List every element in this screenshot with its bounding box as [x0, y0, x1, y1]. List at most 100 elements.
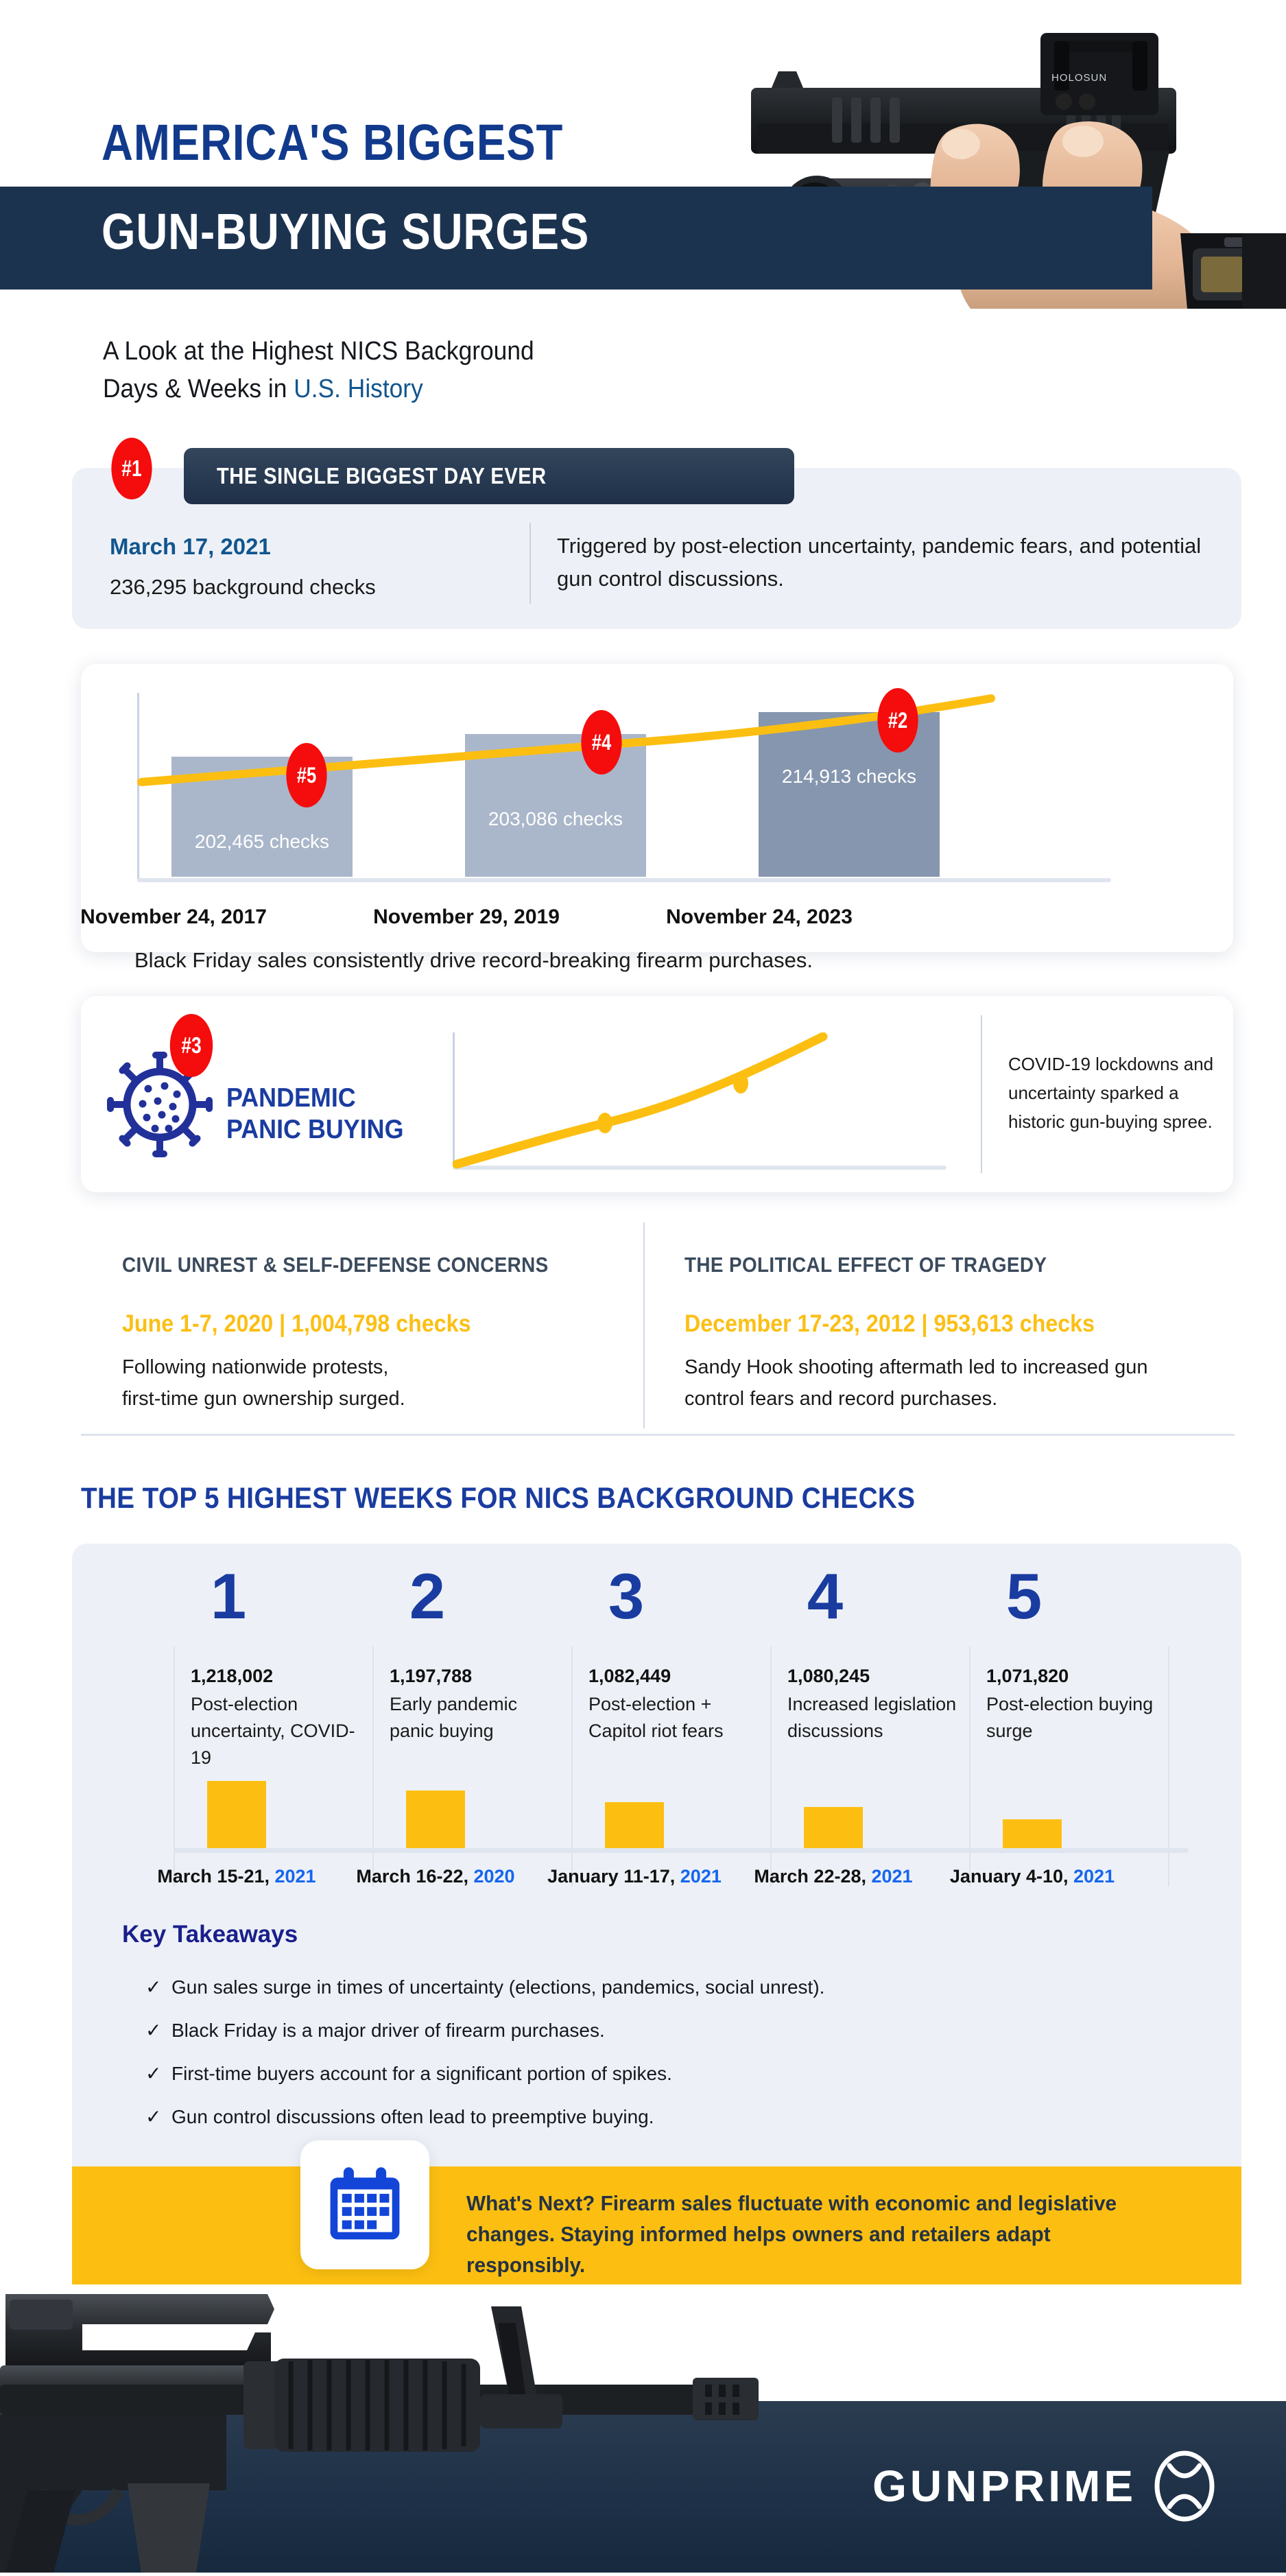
top5-date-4: March 22-28, 2021 — [754, 1866, 913, 1887]
civil-unrest-description: Following nationwide protests, first-tim… — [122, 1356, 405, 1410]
pandemic-y-axis — [453, 1032, 455, 1167]
page-title-line2: GUN-BUYING SURGES — [102, 203, 590, 260]
calendar-icon — [330, 2167, 400, 2240]
top5-desc-4: Increased legislation discussions — [787, 1694, 957, 1742]
gunprime-crosshair-icon — [1154, 2450, 1215, 2522]
key-takeaway-item: ✓ First-time buyers account for a signifi… — [145, 2063, 672, 2084]
top5-rank-3: 3 — [608, 1560, 645, 1632]
check-icon: ✓ — [145, 2063, 162, 2084]
top5-rank-1: 1 — [210, 1560, 247, 1632]
black-friday-note: Black Friday sales consistently drive re… — [134, 948, 813, 972]
gunprime-logo[interactable]: GUNPRIME — [872, 2449, 1217, 2523]
pandemic-divider — [981, 1015, 982, 1173]
political-tragedy-stat: December 17-23, 2012 | 953,613 checks — [684, 1310, 1095, 1337]
top5-title: THE TOP 5 HIGHEST WEEKS FOR NICS BACKGRO… — [81, 1482, 916, 1515]
bf-xlabel-2023: November 24, 2023 — [666, 906, 853, 928]
chart-y-axis — [137, 693, 139, 879]
check-icon: ✓ — [145, 2106, 162, 2127]
single-day-heading: THE SINGLE BIGGEST DAY EVER — [217, 463, 547, 488]
single-day-header-bar: THE SINGLE BIGGEST DAY EVER — [184, 448, 794, 504]
top5-desc-2: Early pandemic panic buying — [390, 1694, 518, 1742]
brand-name: GUNPRIME — [872, 2461, 1136, 2511]
top5-bar-2 — [406, 1791, 465, 1848]
two-column-bottom-rule — [81, 1434, 1235, 1436]
bf-xlabel-2017: November 24, 2017 — [80, 906, 267, 928]
top5-bar-4 — [804, 1807, 863, 1848]
political-tragedy-description: Sandy Hook shooting aftermath led to inc… — [684, 1356, 1148, 1410]
key-takeaways-title: Key Takeaways — [122, 1921, 298, 1948]
top5-rank-5: 5 — [1005, 1560, 1043, 1632]
pandemic-x-axis — [453, 1166, 946, 1170]
political-tragedy-heading: THE POLITICAL EFFECT OF TRAGEDY — [684, 1253, 1047, 1277]
check-icon: ✓ — [145, 1976, 162, 1998]
pandemic-title-line2: PANIC BUYING — [226, 1115, 404, 1145]
top5-separator — [372, 1646, 374, 1887]
top5-number-4: 1,080,245 — [787, 1666, 870, 1686]
pandemic-description: COVID-19 lockdowns and uncertainty spark… — [1008, 1054, 1214, 1133]
single-day-date: March 17, 2021 — [110, 534, 271, 559]
top5-separator — [969, 1646, 971, 1887]
top5-number-5: 1,071,820 — [986, 1666, 1069, 1686]
top5-separator — [571, 1646, 573, 1887]
us-history-link[interactable]: U.S. History — [294, 375, 423, 404]
bar-label-2017: 202,465 checks — [194, 831, 330, 852]
top5-separator — [1168, 1646, 1169, 1887]
pandemic-card — [81, 996, 1233, 1192]
pandemic-title: PANDEMIC PANIC BUYING — [226, 1083, 403, 1146]
subtitle-line2-prefix: Days & Weeks in — [103, 375, 294, 404]
rank-badge-2: #2 — [877, 688, 918, 753]
top5-number-2: 1,197,788 — [390, 1666, 473, 1686]
bar-label-2019: 203,086 checks — [488, 808, 623, 829]
pandemic-title-line1: PANDEMIC — [226, 1083, 356, 1113]
key-takeaway-item: ✓ Gun control discussions often lead to p… — [145, 2106, 654, 2127]
subtitle-line1: A Look at the Highest NICS Background — [103, 337, 534, 366]
page-subtitle: A Look at the Highest NICS Background Da… — [103, 333, 534, 408]
chart-x-axis — [137, 878, 1111, 882]
two-column-divider — [643, 1222, 645, 1428]
top5-bar-1 — [207, 1781, 266, 1848]
black-friday-chart: 202,465 checks 203,086 checks 214,913 ch… — [137, 693, 1111, 899]
rank-badge-5: #5 — [286, 743, 327, 807]
top5-bar-5 — [1003, 1819, 1062, 1848]
single-day-checks: 236,295 background checks — [110, 575, 376, 599]
top5-date-2: March 16-22, 2020 — [356, 1866, 515, 1887]
top5-desc-1: Post-election uncertainty, COVID-19 — [191, 1694, 355, 1769]
rank-badge-4: #4 — [581, 710, 622, 775]
top5-separator — [770, 1646, 772, 1887]
top5-number-1: 1,218,002 — [191, 1666, 274, 1686]
top5-bar-3 — [605, 1802, 664, 1848]
single-day-divider — [529, 523, 531, 604]
top5-date-1: March 15-21, 2021 — [157, 1866, 316, 1887]
single-day-description: Triggered by post-election uncertainty, … — [557, 534, 1202, 591]
top5-rank-4: 4 — [807, 1560, 844, 1632]
top5-chart-baseline — [174, 1848, 1189, 1853]
svg-text:HOLOSUN: HOLOSUN — [1051, 72, 1107, 84]
calendar-icon-box — [300, 2140, 429, 2269]
top5-date-5: January 4-10, 2021 — [949, 1866, 1115, 1887]
civil-unrest-stat: June 1-7, 2020 | 1,004,798 checks — [122, 1310, 471, 1337]
bf-xlabel-2019: November 29, 2019 — [373, 906, 560, 928]
top5-rank-2: 2 — [409, 1560, 446, 1632]
whats-next-banner — [72, 2166, 1241, 2284]
key-takeaway-item: ✓ Black Friday is a major driver of firea… — [145, 2020, 605, 2041]
whats-next-text: What's Next? Firearm sales fluctuate wit… — [466, 2191, 1117, 2277]
bar-label-2023: 214,913 checks — [781, 766, 917, 787]
top5-desc-5: Post-election buying surge — [986, 1694, 1154, 1742]
footer-rifle-photo — [0, 2284, 809, 2573]
top5-number-3: 1,082,449 — [588, 1666, 671, 1686]
page-title-line1: AMERICA'S BIGGEST — [102, 114, 564, 171]
pandemic-chart: 210,308 checks 1,197,788 checks March 20… — [453, 1032, 946, 2245]
key-takeaway-item: ✓ Gun sales surge in times of uncertainty… — [145, 1976, 825, 1998]
top5-date-3: January 11-17, 2021 — [547, 1866, 722, 1887]
rank-badge-3: #3 — [169, 1014, 213, 1077]
pandemic-line — [453, 1032, 828, 1169]
subtitle-line2: Days & Weeks in U.S. History — [103, 370, 534, 408]
header-navy-band — [0, 187, 1152, 289]
top5-card — [72, 1544, 1241, 2250]
civil-unrest-heading: CIVIL UNREST & SELF-DEFENSE CONCERNS — [122, 1253, 549, 1277]
check-icon: ✓ — [145, 2020, 162, 2041]
rank-badge-1: #1 — [111, 438, 152, 499]
top5-separator — [174, 1646, 175, 1887]
top5-desc-3: Post-election + Capitol riot fears — [588, 1694, 724, 1742]
